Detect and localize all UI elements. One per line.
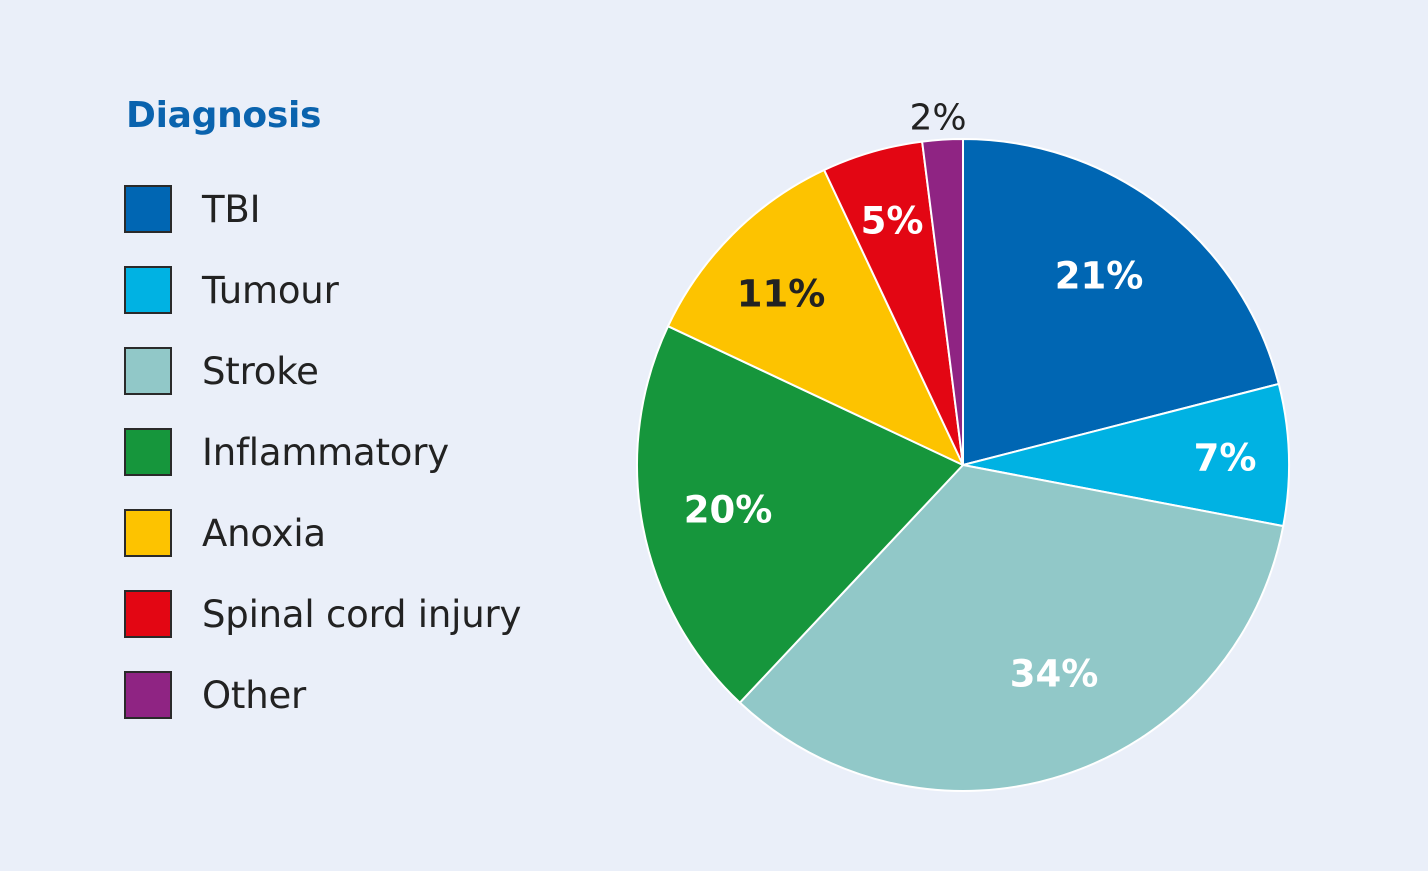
legend-swatch-tumour: [124, 266, 172, 314]
pie-slice-anoxia: [667, 169, 964, 466]
legend: Diagnosis TBI Tumour Stroke Inflammatory…: [124, 94, 521, 750]
legend-item-spinal-cord-injury: Spinal cord injury: [124, 588, 521, 640]
legend-title: Diagnosis: [126, 95, 322, 136]
pie-label-anoxia: 11%: [737, 273, 826, 316]
legend-label-tumour: Tumour: [202, 268, 339, 312]
pie-label-spinal-cord-injury: 5%: [861, 200, 924, 243]
pie-slice-inflammatory: [636, 325, 964, 704]
legend-swatch-inflammatory: [124, 428, 172, 476]
legend-label-tbi: TBI: [202, 187, 261, 231]
pie-slice-stroke: [738, 464, 1285, 792]
legend-item-stroke: Stroke: [124, 345, 521, 397]
pie-slice-tbi: [962, 138, 1280, 466]
legend-label-spinal-cord-injury: Spinal cord injury: [202, 592, 522, 636]
legend-label-inflammatory: Inflammatory: [202, 430, 449, 474]
pie-slice-other: [921, 138, 964, 466]
legend-label-stroke: Stroke: [202, 349, 319, 393]
legend-swatch-other: [124, 671, 172, 719]
legend-item-other: Other: [124, 669, 521, 721]
legend-item-tumour: Tumour: [124, 264, 521, 316]
legend-swatch-stroke: [124, 347, 172, 395]
legend-item-anoxia: Anoxia: [124, 507, 521, 559]
legend-label-anoxia: Anoxia: [202, 511, 326, 555]
legend-label-other: Other: [202, 673, 307, 717]
pie-label-inflammatory: 20%: [684, 489, 773, 532]
pie-label-other: 2%: [909, 98, 966, 139]
pie-label-tbi: 21%: [1055, 255, 1144, 298]
legend-item-tbi: TBI: [124, 183, 521, 235]
pie-label-tumour: 7%: [1194, 437, 1257, 480]
pie-label-stroke: 34%: [1010, 653, 1099, 696]
legend-item-inflammatory: Inflammatory: [124, 426, 521, 478]
legend-swatch-spinal-cord-injury: [124, 590, 172, 638]
legend-swatch-tbi: [124, 185, 172, 233]
pie-data-labels: 21% 7% 34% 20% 11% 5% 2%: [684, 98, 1257, 696]
legend-swatch-anoxia: [124, 509, 172, 557]
pie-slices: [636, 138, 1290, 792]
legend-list: TBI Tumour Stroke Inflammatory Anoxia Sp…: [124, 183, 521, 721]
pie-slice-tumour: [962, 382, 1290, 528]
